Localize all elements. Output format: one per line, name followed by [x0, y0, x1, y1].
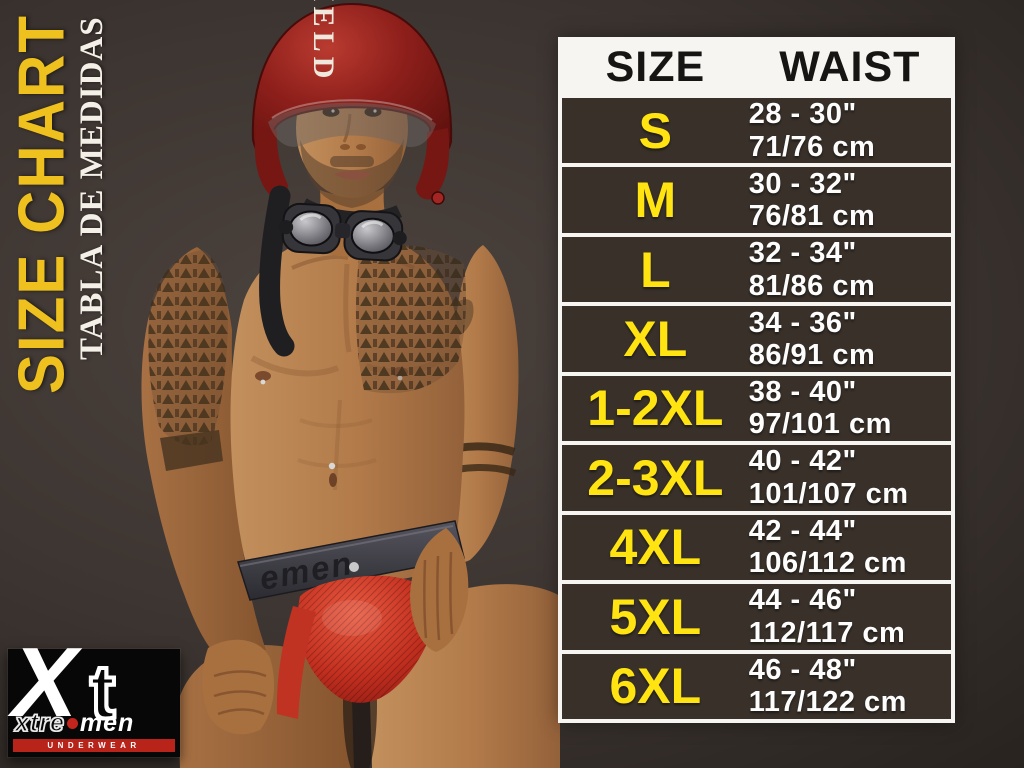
xtremen-logo: X t xtre men UNDERWEAR [8, 633, 180, 757]
left-arm [141, 247, 266, 650]
waist-cell: 42 - 44" 106/112 cm [749, 515, 951, 580]
size-label: S [638, 102, 673, 159]
torso [230, 232, 466, 584]
page-subtitle: TABLA DE MEDIDAS [74, 16, 110, 360]
waist-cell: 30 - 32" 76/81 cm [749, 168, 951, 233]
waist-cell: 46 - 48" 117/122 cm [749, 654, 951, 719]
size-table-row: XL 34 - 36" 86/91 cm [562, 302, 951, 372]
waist-inches: 46 - 48" [748, 653, 857, 686]
waist-inches: 28 - 30" [748, 98, 857, 131]
hands [202, 528, 469, 735]
chest-tattoo [355, 244, 466, 394]
arm-tattoo [148, 250, 229, 446]
size-table-rows: S 28 - 30" 71/76 cm M 30 - 32" 76/81 cm … [562, 94, 951, 719]
waist-inches: 38 - 40" [748, 376, 857, 408]
jockstrap: emen [237, 520, 466, 719]
logo-tagline: UNDERWEAR [13, 739, 175, 752]
size-label: M [634, 172, 677, 229]
size-label: 6XL [609, 658, 702, 715]
size-table-row: 2-3XL 40 - 42" 101/107 cm [562, 441, 951, 511]
page-title: SIZE CHART [5, 14, 78, 394]
size-label: 2-3XL [587, 449, 724, 506]
jock-strap-left [276, 606, 316, 719]
logo-monogram-t: t [88, 650, 117, 735]
waist-inches: 44 - 46" [748, 584, 857, 617]
nipple [255, 371, 271, 381]
helmet-strap [259, 185, 295, 357]
logo-red-dot-icon [66, 718, 78, 729]
waist-cell: 40 - 42" 101/107 cm [749, 445, 951, 510]
waist-cell: 34 - 36" 86/91 cm [749, 307, 951, 372]
size-table-row: L 32 - 34" 81/86 cm [562, 232, 951, 303]
logo-word-outline: xtre [14, 709, 65, 737]
waist-cm: 76/81 cm [748, 200, 876, 233]
waist-cell: 28 - 30" 71/76 cm [749, 98, 951, 163]
header-waist: WAIST [779, 43, 921, 91]
waist-cm: 112/117 cm [748, 616, 906, 649]
header-size: SIZE [605, 43, 706, 91]
size-table-row: 6XL 46 - 48" 117/122 cm [562, 649, 951, 719]
red-helmet: IELD [251, 0, 453, 357]
waist-cm: 81/86 cm [748, 269, 876, 302]
left-hand [202, 639, 275, 735]
waist-cell: 32 - 34" 81/86 cm [749, 237, 951, 302]
navel [329, 473, 337, 487]
helmet-buckle [431, 191, 445, 205]
waist-cm: 97/101 cm [748, 408, 892, 441]
waist-cm: 86/91 cm [748, 339, 876, 372]
goggles [279, 198, 407, 262]
size-label: 1-2XL [587, 380, 724, 437]
size-table: SIZE WAIST S 28 - 30" 71/76 cm M 30 - 32… [558, 37, 955, 723]
waist-inches: 42 - 44" [748, 514, 857, 547]
size-table-row: M 30 - 32" 76/81 cm [562, 163, 951, 233]
waist-cell: 44 - 46" 112/117 cm [749, 584, 951, 649]
waist-cm: 71/76 cm [748, 130, 876, 163]
model-photo: IELD emen [141, 0, 560, 768]
waist-inches: 30 - 32" [748, 167, 857, 200]
size-label: 5XL [609, 588, 702, 645]
size-table-row: 5XL 44 - 46" 112/117 cm [562, 580, 951, 650]
waist-inches: 40 - 42" [748, 445, 857, 478]
waist-inches: 34 - 36" [748, 306, 857, 339]
waist-cell: 38 - 40" 97/101 cm [749, 376, 951, 441]
size-label: XL [623, 311, 688, 368]
size-table-row: 4XL 42 - 44" 106/112 cm [562, 510, 951, 581]
logo-wordmark: xtre men [14, 709, 135, 737]
helmet-text: IELD [307, 0, 340, 83]
logo-word-solid: men [79, 709, 135, 737]
waist-cm: 101/107 cm [748, 477, 909, 510]
logo-monogram-x: X [12, 627, 77, 737]
waist-cm: 117/122 cm [748, 686, 907, 719]
size-table-row: 1-2XL 38 - 40" 97/101 cm [562, 371, 951, 442]
helmet-ear-flap [416, 128, 450, 200]
size-label: 4XL [609, 519, 702, 576]
helmet-ear-flap [254, 126, 288, 198]
size-table-row: S 28 - 30" 71/76 cm [562, 94, 951, 164]
size-table-header: SIZE WAIST [562, 41, 951, 94]
size-label: L [640, 241, 671, 298]
waist-cm: 106/112 cm [748, 547, 907, 580]
waist-inches: 32 - 34" [748, 237, 857, 270]
visor [268, 102, 436, 148]
